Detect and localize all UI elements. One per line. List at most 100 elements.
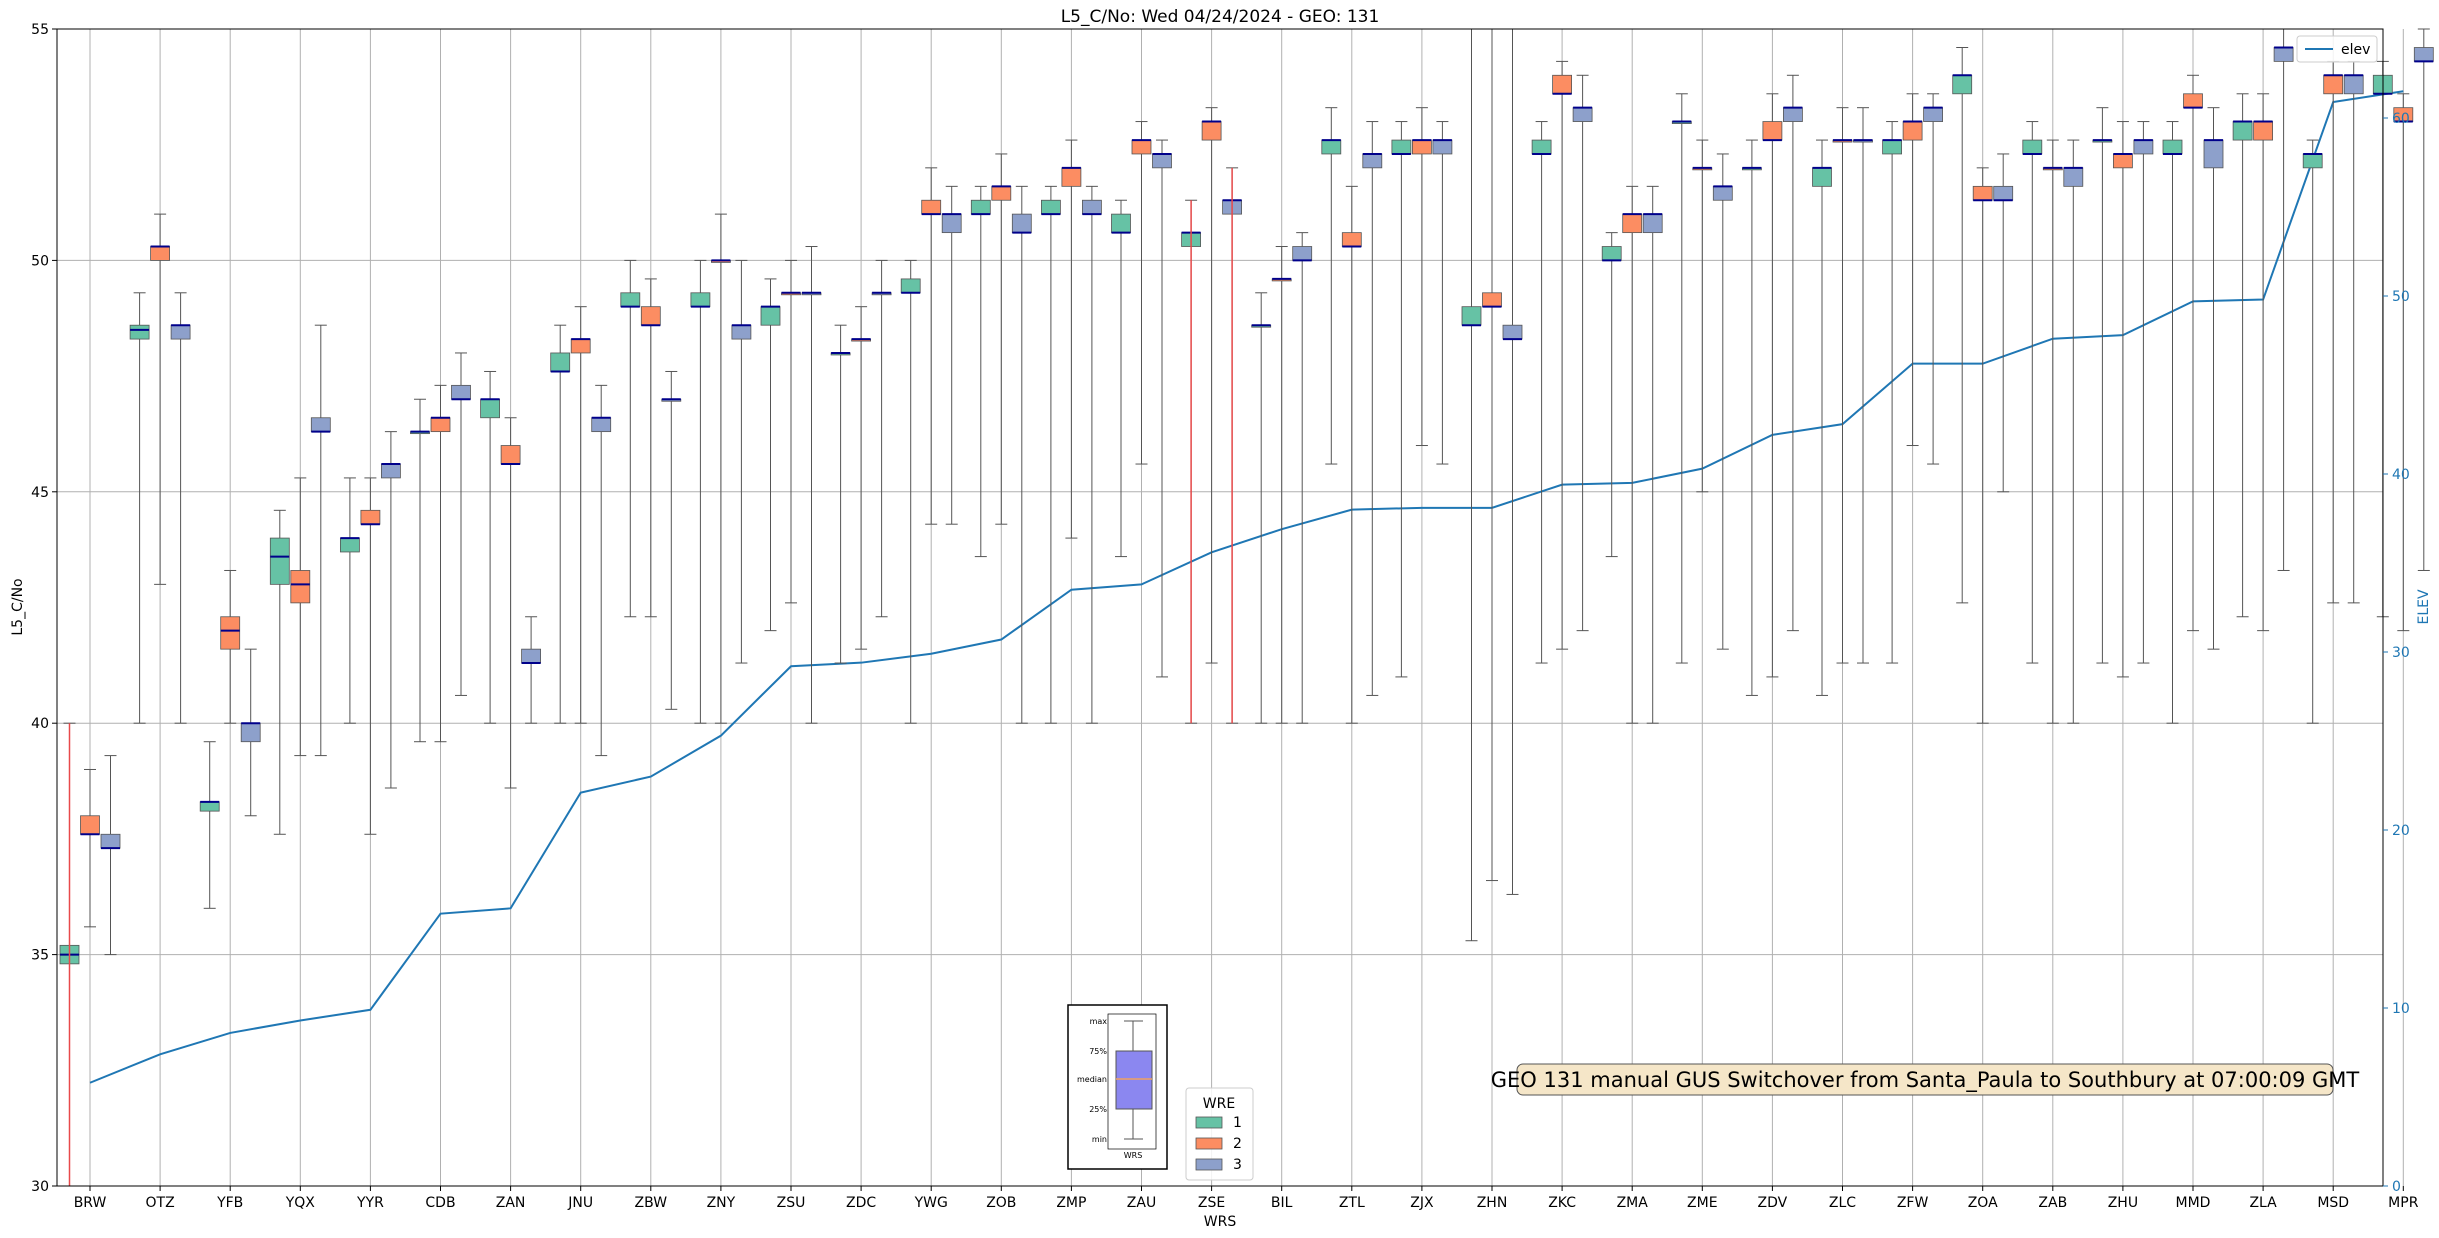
box-body [620, 292, 641, 308]
box-body [240, 722, 261, 743]
x-tick-label-zhu: ZHU [2108, 1195, 2138, 1211]
box-body [269, 537, 290, 585]
x-tick-label-ywg: YWG [914, 1195, 948, 1211]
chart-title: L5_C/No: Wed 04/24/2024 - GEO: 131 [1061, 7, 1380, 27]
box-body [1783, 107, 1803, 122]
box-wre3-msd [2343, 60, 2364, 604]
box-wre2-zdv [1762, 93, 1783, 678]
x-tick-label-yfb: YFB [216, 1195, 243, 1211]
box-body [1432, 139, 1453, 155]
y2-tick-label-0: 0 [2392, 1179, 2401, 1195]
box-body [921, 199, 942, 215]
elev-layer [89, 90, 2404, 1084]
box-body [360, 509, 381, 525]
box-wre2-jnu [570, 306, 591, 724]
box-body [220, 616, 241, 650]
box-wre1-zme [1671, 93, 1692, 664]
box-body [1552, 74, 1572, 95]
box-wre2-zsu [781, 259, 801, 604]
y2-tick-label-60: 60 [2392, 111, 2410, 127]
box-wre2-bil [1271, 246, 1292, 724]
box-body [2273, 47, 2294, 62]
box-wre1-zfw [1882, 121, 1902, 664]
box-wre2-zdc [851, 306, 871, 650]
wre-legend-label-3: 3 [1233, 1157, 1242, 1173]
x-tick-label-ztl: ZTL [1339, 1195, 1365, 1211]
x-tick-label-zkc: ZKC [1548, 1195, 1576, 1211]
box-body [1321, 139, 1342, 155]
x-axis-label: WRS [1204, 1214, 1237, 1230]
box-body [2413, 47, 2434, 62]
x-tick-label-mpr: MPR [2388, 1195, 2419, 1211]
box-body [2302, 153, 2323, 169]
box-wre3-zdv [1783, 74, 1803, 632]
box-wre3-zbw [661, 370, 682, 710]
box-body [1292, 246, 1313, 261]
box-body [290, 570, 311, 604]
box-wre3-zhu [2133, 121, 2154, 664]
box-wre2-zla [2253, 93, 2274, 632]
box-body [970, 199, 991, 215]
box-body [941, 213, 962, 234]
box-body [1601, 246, 1622, 261]
box-wre3-zmp [1082, 185, 1102, 724]
box-body [1041, 199, 1061, 215]
y-tick-label-50: 50 [31, 253, 49, 269]
box-body [1622, 213, 1643, 234]
x-tick-label-zhn: ZHN [1477, 1195, 1508, 1211]
box-wre1-zlc [1812, 139, 1832, 696]
box-body [129, 324, 150, 340]
box-body [1131, 139, 1152, 155]
box-body [2063, 167, 2084, 187]
box-wre3-zlc [1853, 107, 1873, 664]
box-wre3-mmd [2203, 107, 2224, 650]
box-wre3-zau [1152, 139, 1172, 678]
box-wre2-otz [150, 213, 171, 585]
x-tick-label-zbw: ZBW [635, 1195, 668, 1211]
box-body [170, 324, 191, 340]
box-body [2232, 121, 2253, 141]
box-wre1-yfb [199, 741, 220, 909]
box-body [1061, 167, 1082, 187]
box-key: max 75% median 25% min WRS [1067, 1004, 1168, 1170]
x-tick-label-zfw: ZFW [1897, 1195, 1929, 1211]
box-wre3-zma [1642, 185, 1663, 724]
box-body [1572, 107, 1593, 122]
box-body [480, 398, 501, 419]
box-wre1-zau [1111, 199, 1131, 558]
box-wre2-yqx [290, 477, 311, 757]
x-tick-label-zsu: ZSU [777, 1195, 806, 1211]
box-wre3-yfb [240, 648, 261, 817]
box-body [521, 648, 541, 664]
box-wre3-brw [100, 755, 121, 956]
x-tick-label-zmp: ZMP [1056, 1195, 1086, 1211]
box-wre1-zla [2232, 93, 2253, 618]
box-wre3-zob [1011, 185, 1032, 724]
box-wre1-zan [480, 370, 501, 724]
box-wre2-zmp [1061, 139, 1082, 539]
box-wre3-zny [731, 259, 752, 664]
box-body [80, 815, 100, 835]
x-tick-label-zob: ZOB [986, 1195, 1016, 1211]
box-wre1-yqx [269, 509, 290, 835]
box-body [1882, 139, 1902, 155]
box-body [2323, 74, 2344, 95]
y-tick-label-55: 55 [31, 22, 49, 38]
box-wre2-zma [1622, 185, 1643, 724]
wre-legend-title: WRE [1203, 1096, 1235, 1112]
box-wre2-zhn [1482, 28, 1502, 882]
box-body [1993, 185, 2014, 201]
x-tick-label-zan: ZAN [496, 1195, 526, 1211]
box-wre3-cdb [451, 352, 471, 696]
box-body [900, 278, 921, 294]
box-wre2-zfw [1902, 93, 1923, 447]
box-body [1461, 306, 1482, 326]
box-wre3-zab [2063, 139, 2084, 724]
wre-legend-swatch-3 [1195, 1158, 1223, 1171]
box-body [1972, 185, 1993, 201]
box-wre1-zma [1601, 232, 1622, 558]
y-axis: 30 35 40 45 50 55 [31, 22, 57, 1195]
box-wre2-zan [500, 417, 521, 789]
x-tick-label-zdc: ZDC [846, 1195, 876, 1211]
